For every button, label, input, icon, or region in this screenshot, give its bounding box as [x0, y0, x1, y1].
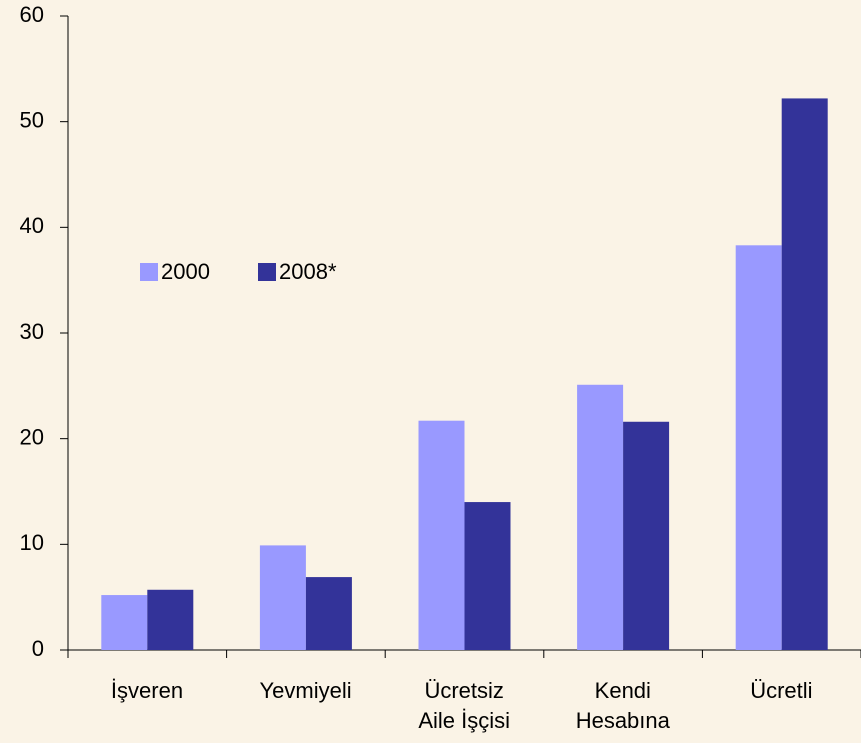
bar	[418, 420, 465, 650]
y-tick-label: 60	[20, 2, 44, 27]
legend-label: 2000	[161, 259, 210, 284]
y-tick-label: 10	[20, 530, 44, 555]
bar	[147, 589, 194, 650]
bar	[577, 384, 624, 650]
bar	[101, 595, 148, 650]
legend-swatch	[140, 263, 158, 281]
bar	[623, 421, 670, 650]
bar	[259, 545, 306, 650]
bar	[735, 245, 782, 650]
bar	[305, 577, 352, 650]
bar	[781, 98, 828, 651]
y-tick-label: 0	[32, 636, 44, 661]
y-tick-label: 50	[20, 107, 44, 132]
bar	[464, 502, 511, 650]
y-tick-label: 30	[20, 319, 44, 344]
y-tick-label: 40	[20, 213, 44, 238]
x-tick-label: Yevmiyeli	[259, 678, 352, 703]
x-tick-label: Ücretsiz Aile İşçisi	[418, 678, 511, 733]
y-tick-label: 20	[20, 424, 44, 449]
legend-swatch	[258, 263, 276, 281]
legend-label: 2008*	[279, 259, 337, 284]
x-tick-label: Ücretli	[750, 678, 813, 703]
x-tick-label: Kendi Hesabına	[575, 678, 670, 733]
x-tick-label: İşveren	[110, 678, 184, 703]
